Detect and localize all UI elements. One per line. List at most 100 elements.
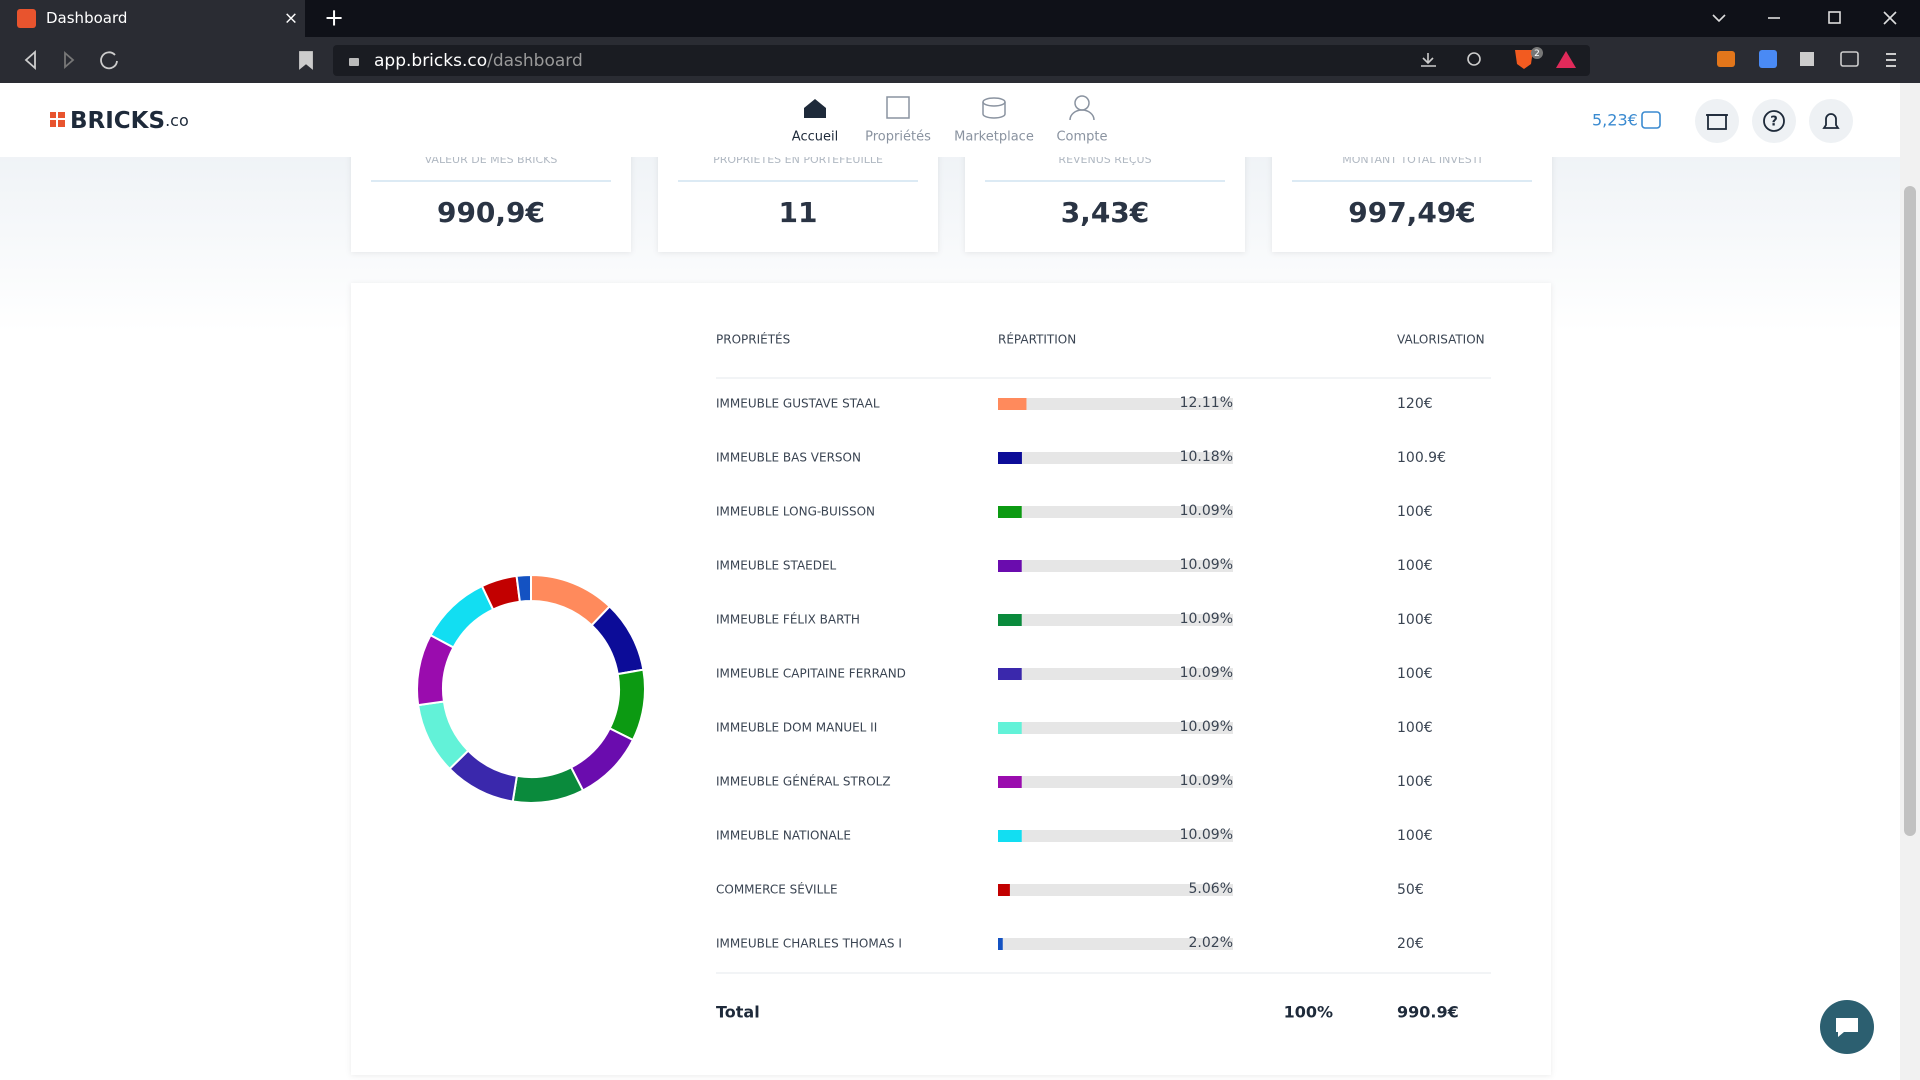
zoom[interactable] [1467, 52, 1481, 66]
valuation: 50€ [1397, 882, 1424, 898]
tab-favicon [17, 9, 36, 28]
share-bar [998, 452, 1022, 464]
menu[interactable] [1886, 53, 1896, 67]
bookmark[interactable] [299, 51, 313, 70]
valuation: 120€ [1397, 396, 1433, 412]
total-percent: 100% [1284, 1003, 1333, 1022]
tab[interactable] [0, 0, 305, 37]
column-header: PROPRIÉTÉS [716, 332, 790, 347]
total-valuation: 990.9€ [1397, 1003, 1459, 1022]
new-tab[interactable]: + [324, 4, 344, 32]
help-mark: ? [1770, 115, 1778, 130]
tab-search[interactable] [1712, 14, 1726, 23]
stat-value: 990,9€ [437, 196, 545, 229]
share-track [998, 398, 1233, 410]
share-bar [998, 668, 1022, 680]
share-track [998, 506, 1233, 518]
tab-title: Dashboard [46, 9, 127, 27]
share-bar [998, 614, 1022, 626]
ext-puzzle[interactable] [1800, 52, 1814, 66]
ext-metamask[interactable] [1717, 51, 1735, 67]
icon-help [1763, 110, 1785, 132]
url-field[interactable] [333, 45, 1590, 76]
share-label: 10.09% [1180, 827, 1233, 843]
share-track [998, 722, 1233, 734]
property-name[interactable]: IMMEUBLE GUSTAVE STAAL [716, 397, 880, 411]
nav-item[interactable]: Compte [1056, 130, 1107, 145]
share-track [998, 830, 1233, 842]
nav-item[interactable]: Marketplace [954, 130, 1034, 145]
notifications-button[interactable] [1809, 99, 1853, 143]
ext-translate[interactable] [1759, 50, 1777, 68]
column-header: VALORISATION [1397, 333, 1485, 347]
brave-rewards[interactable] [1556, 51, 1576, 68]
lock-icon [349, 58, 359, 66]
gift-button[interactable] [1695, 99, 1739, 143]
property-name[interactable]: IMMEUBLE LONG-BUISSON [716, 505, 875, 519]
stat-card [351, 140, 631, 252]
back[interactable] [24, 49, 36, 71]
share-track [998, 884, 1233, 896]
valuation: 100€ [1397, 720, 1433, 736]
forward[interactable] [64, 51, 75, 69]
share-label: 10.09% [1180, 719, 1233, 735]
scrollbar-thumb[interactable] [1904, 186, 1916, 836]
property-name[interactable]: IMMEUBLE GÉNÉRAL STROLZ [716, 774, 891, 789]
wallet[interactable] [1840, 51, 1859, 67]
nav-item[interactable]: Accueil [792, 130, 838, 145]
logo[interactable]: BRICKS.co [70, 108, 189, 134]
valuation: 100€ [1397, 612, 1433, 628]
share-bar [998, 776, 1022, 788]
icon-bell [1822, 113, 1840, 129]
app-header [0, 83, 1900, 157]
stat-card [965, 140, 1245, 252]
share-bar [998, 506, 1022, 518]
stat-value: 11 [779, 196, 818, 229]
share-label: 5.06% [1189, 881, 1233, 897]
logo-mark [50, 112, 65, 127]
url-path: /dashboard [487, 51, 583, 71]
share-track [998, 938, 1233, 950]
share-label: 10.18% [1180, 449, 1233, 465]
reload[interactable] [100, 51, 118, 70]
column-header: RÉPARTITION [998, 332, 1076, 347]
shield-badge [1531, 47, 1543, 59]
property-name[interactable]: IMMEUBLE DOM MANUEL II [716, 721, 877, 735]
share-label: 10.09% [1180, 503, 1233, 519]
property-name[interactable]: IMMEUBLE FÉLIX BARTH [716, 612, 860, 627]
restore[interactable] [1828, 11, 1841, 24]
logo-suffix: .co [165, 111, 189, 130]
total-label: Total [716, 1003, 760, 1022]
share-bar [998, 560, 1022, 572]
share-label: 2.02% [1189, 935, 1233, 951]
tab-close[interactable]: × [284, 9, 298, 29]
valuation: 100€ [1397, 774, 1433, 790]
property-name[interactable]: IMMEUBLE STAEDEL [716, 559, 837, 573]
nav-item[interactable]: Propriétés [865, 130, 931, 145]
url-host: app.bricks.co [374, 51, 487, 71]
share-label: 12.11% [1180, 395, 1233, 411]
property-name[interactable]: IMMEUBLE CAPITAINE FERRAND [716, 667, 906, 681]
stat-value: 997,49€ [1348, 196, 1476, 229]
balance[interactable]: 5,23€ [1592, 111, 1638, 130]
shield-count: 2 [1534, 49, 1540, 59]
stat-card [1272, 140, 1552, 252]
valuation: 100€ [1397, 504, 1433, 520]
property-name[interactable]: COMMERCE SÉVILLE [716, 882, 838, 897]
property-name[interactable]: IMMEUBLE BAS VERSON [716, 451, 861, 465]
share-bar [998, 830, 1022, 842]
share-label: 10.09% [1180, 773, 1233, 789]
property-name[interactable]: IMMEUBLE CHARLES THOMAS I [716, 937, 902, 951]
close-window[interactable] [1883, 11, 1897, 25]
icon-properties [886, 96, 910, 119]
url: app.bricks.co/dashboard [374, 51, 583, 71]
tab-bar [0, 0, 1920, 37]
install[interactable] [1421, 53, 1436, 67]
help-button[interactable] [1752, 99, 1796, 143]
valuation: 100€ [1397, 558, 1433, 574]
brave-shield[interactable] [1515, 50, 1533, 69]
share-track [998, 560, 1233, 572]
property-name[interactable]: IMMEUBLE NATIONALE [716, 829, 851, 843]
share-label: 10.09% [1180, 557, 1233, 573]
